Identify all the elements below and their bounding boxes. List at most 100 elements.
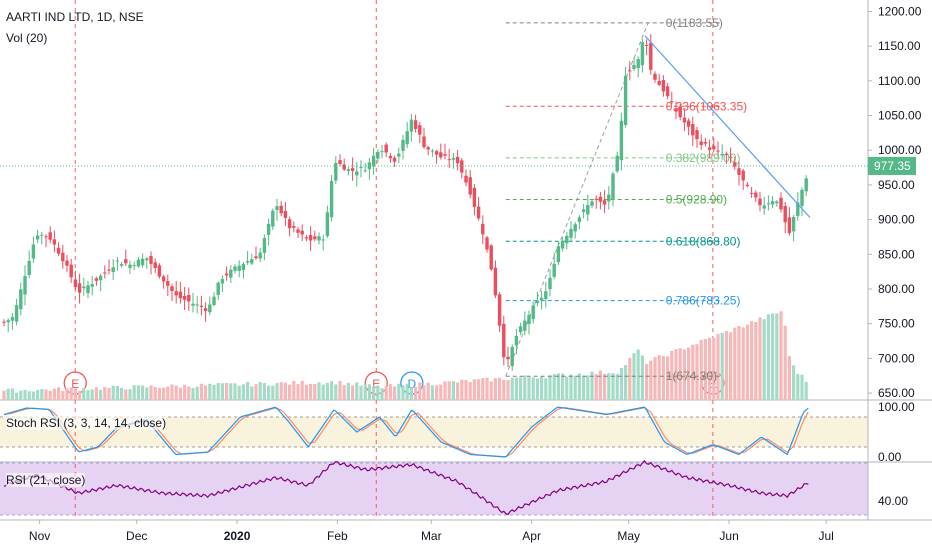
candle-body: [434, 151, 439, 155]
candle-body: [447, 159, 451, 161]
volume-bar: [451, 381, 455, 400]
volume-bar: [724, 330, 728, 400]
volume-bar: [6, 388, 10, 400]
candle-body: [250, 259, 254, 264]
candle-body: [6, 320, 10, 323]
candle-body: [649, 42, 653, 70]
candle-body: [98, 275, 103, 281]
volume-bar: [422, 385, 426, 400]
volume-bar: [157, 387, 161, 400]
volume-bar: [472, 379, 476, 400]
candle-body: [195, 304, 199, 306]
candle-body: [308, 234, 313, 241]
candle-body: [342, 164, 346, 170]
volume-bar: [573, 375, 577, 400]
candle-body: [124, 259, 128, 264]
volume-bar: [674, 349, 678, 400]
candle-body: [443, 154, 447, 156]
rsi-tick-label: 40.00: [878, 494, 908, 508]
candle-body: [770, 201, 775, 205]
candle-body: [296, 229, 300, 233]
candle-body: [539, 297, 544, 301]
volume-bar: [703, 338, 707, 400]
volume-bar: [275, 383, 279, 400]
volume-bar: [166, 386, 170, 400]
volume-bar: [745, 324, 749, 400]
volume-bar: [502, 379, 506, 400]
candle-body: [27, 260, 31, 275]
candle-body: [430, 150, 435, 152]
candle-body: [220, 279, 225, 284]
volume-bar: [136, 385, 140, 400]
candle-body: [497, 294, 502, 326]
candle-body: [313, 236, 317, 240]
volume-bar: [384, 386, 388, 400]
volume-bar: [393, 386, 397, 400]
volume-bar: [628, 357, 632, 400]
candle-body: [724, 153, 729, 155]
candle-body: [598, 196, 603, 202]
candle-body: [65, 260, 69, 266]
volume-bar: [430, 385, 434, 400]
candle-body: [787, 217, 792, 234]
volume-bar: [435, 385, 439, 400]
volume-bar: [23, 389, 27, 400]
candle-body: [208, 304, 212, 313]
price-tick-label: 750.00: [878, 317, 915, 331]
volume-bar: [792, 365, 796, 400]
stoch-rsi-label: Stoch RSI (3, 3, 14, 14, close): [6, 416, 167, 430]
volume-bar: [569, 374, 573, 400]
volume-bar: [90, 389, 94, 400]
price-tick-label: 1000.00: [878, 143, 922, 157]
candle-body: [128, 264, 132, 268]
candle-body: [749, 192, 754, 194]
volume-bar: [317, 382, 321, 400]
candle-body: [565, 235, 569, 244]
volume-bar: [426, 382, 430, 400]
volume-bar: [380, 388, 384, 400]
candle-body: [502, 323, 506, 358]
volume-bar: [582, 375, 586, 400]
volume-bar: [69, 387, 73, 400]
volume-bar: [2, 390, 6, 400]
candle-body: [10, 317, 15, 321]
volume-bar: [468, 382, 472, 400]
volume-bar: [120, 387, 124, 400]
fib-level-label: 0.786(783.25): [666, 294, 741, 308]
volume-bar: [695, 344, 699, 400]
candle-body: [590, 201, 594, 206]
candle-body: [300, 230, 304, 235]
candle-body: [615, 155, 619, 172]
volume-bar: [535, 378, 539, 400]
candle-body: [48, 232, 52, 240]
candle-body: [170, 286, 174, 292]
candle-body: [632, 64, 636, 69]
candle-body: [548, 277, 552, 290]
candle-body: [481, 223, 485, 235]
candle-body: [745, 184, 750, 186]
candle-body: [623, 75, 628, 125]
volume-bar: [330, 381, 334, 400]
volume-bar: [204, 385, 208, 400]
volume-bar: [111, 385, 115, 400]
time-tick-label: Nov: [29, 529, 50, 543]
volume-bar: [682, 349, 686, 400]
price-tick-label: 1100.00: [878, 74, 921, 88]
volume-bar: [241, 384, 245, 400]
volume-bar: [796, 373, 800, 400]
last-price-tag: [868, 156, 916, 175]
volume-bar: [94, 387, 98, 400]
time-tick-label: Apr: [522, 529, 541, 543]
trend-line: [644, 35, 811, 218]
candle-body: [791, 217, 796, 232]
volume-bar: [594, 374, 598, 400]
candle-body: [413, 120, 418, 129]
volume-bar: [246, 382, 250, 400]
candle-body: [90, 284, 94, 287]
volume-bar: [586, 375, 590, 400]
volume-bar: [519, 377, 523, 400]
volume-bar: [653, 357, 657, 400]
candle-body: [69, 264, 73, 278]
candle-body: [359, 167, 363, 169]
